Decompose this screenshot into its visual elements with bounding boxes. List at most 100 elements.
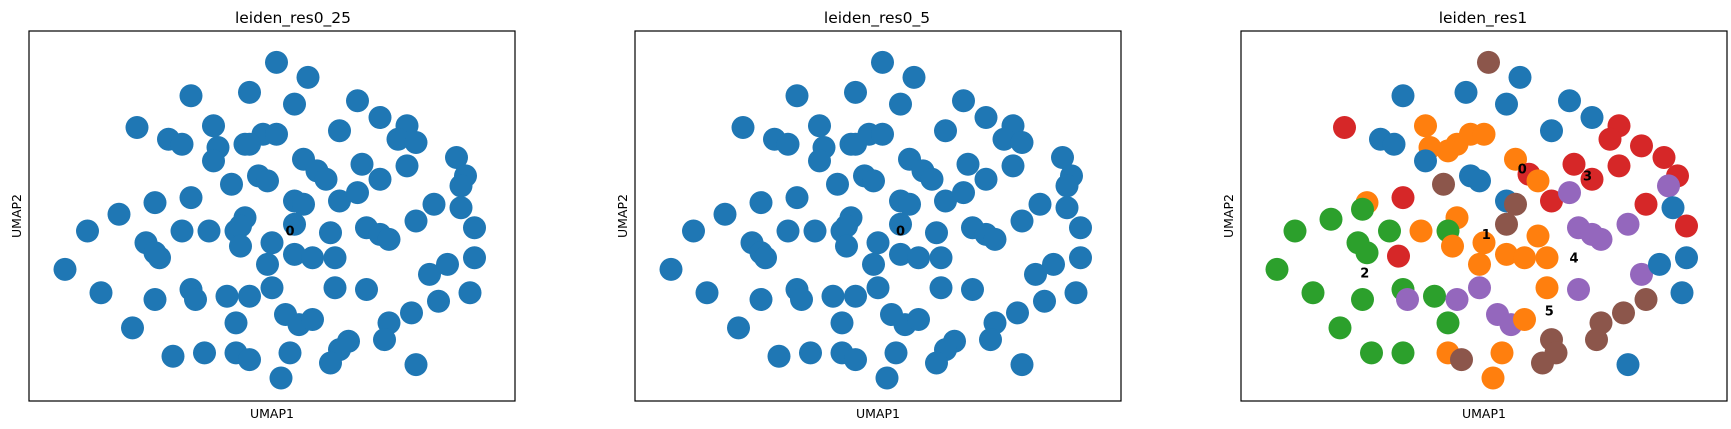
point-cluster-0 [445,146,468,169]
point-cluster-2 [1283,219,1307,243]
point-cluster-0 [224,311,248,335]
point-cluster-0 [436,252,459,276]
point-cluster-0 [803,219,827,243]
point-cluster-0 [808,149,831,173]
point-cluster-0 [979,328,1002,352]
point-cluster-0 [283,92,306,116]
point-cluster-0 [1042,252,1065,276]
point-cluster-0 [368,167,392,191]
point-cluster-0 [889,212,912,236]
point-cluster-5 [1450,348,1473,372]
point-cluster-0 [1580,106,1604,129]
cluster-label-5: 5 [1545,305,1554,320]
point-cluster-0 [229,234,252,258]
point-cluster-1 [1526,224,1550,248]
point-cluster-0 [143,191,167,215]
point-cluster-0 [826,172,849,196]
point-cluster-0 [53,257,77,281]
point-cluster-0 [292,192,315,216]
point-cluster-0 [884,341,908,365]
point-cluster-0 [1391,84,1415,108]
point-cluster-0 [929,276,953,300]
point-cluster-0 [727,316,750,340]
point-cluster-0 [179,186,203,210]
point-cluster-5 [1495,212,1518,236]
point-cluster-3 [1391,186,1415,210]
point-cluster-0 [1051,146,1074,169]
point-cluster-2 [1351,288,1374,311]
point-cluster-0 [871,122,894,146]
point-cluster-0 [920,167,944,191]
point-cluster-0 [278,341,302,365]
point-cluster-0 [830,311,854,335]
point-cluster-0 [368,106,392,129]
point-cluster-0 [1055,196,1079,220]
point-cluster-0 [449,174,473,198]
cluster-label-0: 0 [896,225,905,240]
point-cluster-2 [1301,281,1325,305]
point-cluster-0 [404,131,428,154]
point-cluster-1 [1414,114,1437,138]
point-cluster-0 [952,181,975,205]
point-cluster-0 [319,221,342,245]
point-cluster-0 [346,181,369,205]
point-cluster-0 [844,348,867,372]
point-cluster-0 [961,278,984,301]
point-cluster-0 [350,152,374,176]
point-cluster-2 [1423,284,1446,308]
point-cluster-0 [238,348,261,372]
cluster-label-0: 0 [1518,163,1527,178]
point-cluster-0 [749,288,773,311]
point-cluster-0 [776,219,800,243]
point-cluster-2 [1328,316,1352,340]
point-cluster-0 [1675,246,1698,270]
point-cluster-0 [1616,353,1640,377]
point-cluster-0 [256,252,279,276]
point-cluster-0 [898,192,921,216]
point-cluster-3 [1634,192,1658,216]
point-cluster-0 [260,276,284,300]
point-cluster-3 [1630,134,1653,158]
point-cluster-0 [1033,289,1056,313]
point-cluster-0 [328,189,351,213]
point-cluster-1 [1535,276,1559,300]
point-cluster-0 [1010,209,1034,233]
point-cluster-1 [1504,147,1527,171]
point-cluster-0 [767,344,791,368]
point-cluster-0 [422,192,446,216]
point-cluster-0 [934,189,957,213]
point-cluster-1 [1495,242,1518,266]
point-cluster-0 [889,242,912,266]
point-cluster-1 [1535,246,1559,270]
point-cluster-0 [731,116,755,139]
scatter-panel-res1: leiden_res1 0 3 1 4 2 5 UMAP1 UMAP2 [1221,9,1728,421]
point-cluster-0 [713,202,737,226]
point-cluster-0 [682,219,705,243]
point-cluster-2 [1436,311,1460,335]
point-cluster-0 [1454,80,1478,104]
point-cluster-0 [1508,65,1532,89]
point-cluster-0 [179,84,203,108]
point-cluster-0 [229,214,252,238]
cluster-label-0: 0 [285,225,294,240]
point-cluster-1 [1481,366,1505,390]
plot-frame [1240,30,1728,402]
point-cluster-0 [1648,252,1671,276]
point-cluster-0 [1558,89,1581,113]
point-cluster-0 [1414,149,1437,173]
points-layer [1265,50,1698,390]
point-cluster-0 [418,262,441,286]
point-cluster-0 [785,186,809,210]
point-cluster-2 [1391,341,1415,365]
y-axis-label: UMAP2 [615,194,630,238]
point-cluster-0 [799,341,822,365]
point-cluster-1 [1526,169,1550,193]
cluster-label-4: 4 [1569,251,1578,266]
point-cluster-0 [238,284,261,308]
point-cluster-0 [89,281,113,305]
point-cluster-0 [974,167,998,191]
point-cluster-0 [907,246,930,270]
point-cluster-0 [1540,119,1563,143]
point-cluster-0 [866,276,890,300]
